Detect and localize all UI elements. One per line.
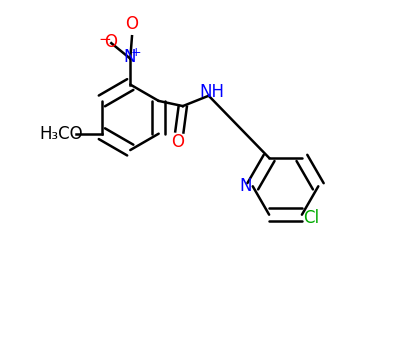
Text: Cl: Cl (303, 209, 319, 227)
Text: O: O (125, 15, 138, 33)
Text: O: O (171, 133, 184, 151)
Text: N: N (123, 48, 136, 66)
Text: N: N (239, 177, 251, 195)
Text: H₃CO: H₃CO (40, 125, 83, 143)
Text: NH: NH (198, 83, 223, 101)
Text: O: O (104, 33, 117, 51)
Text: +: + (130, 46, 141, 59)
Text: −: − (99, 32, 111, 47)
